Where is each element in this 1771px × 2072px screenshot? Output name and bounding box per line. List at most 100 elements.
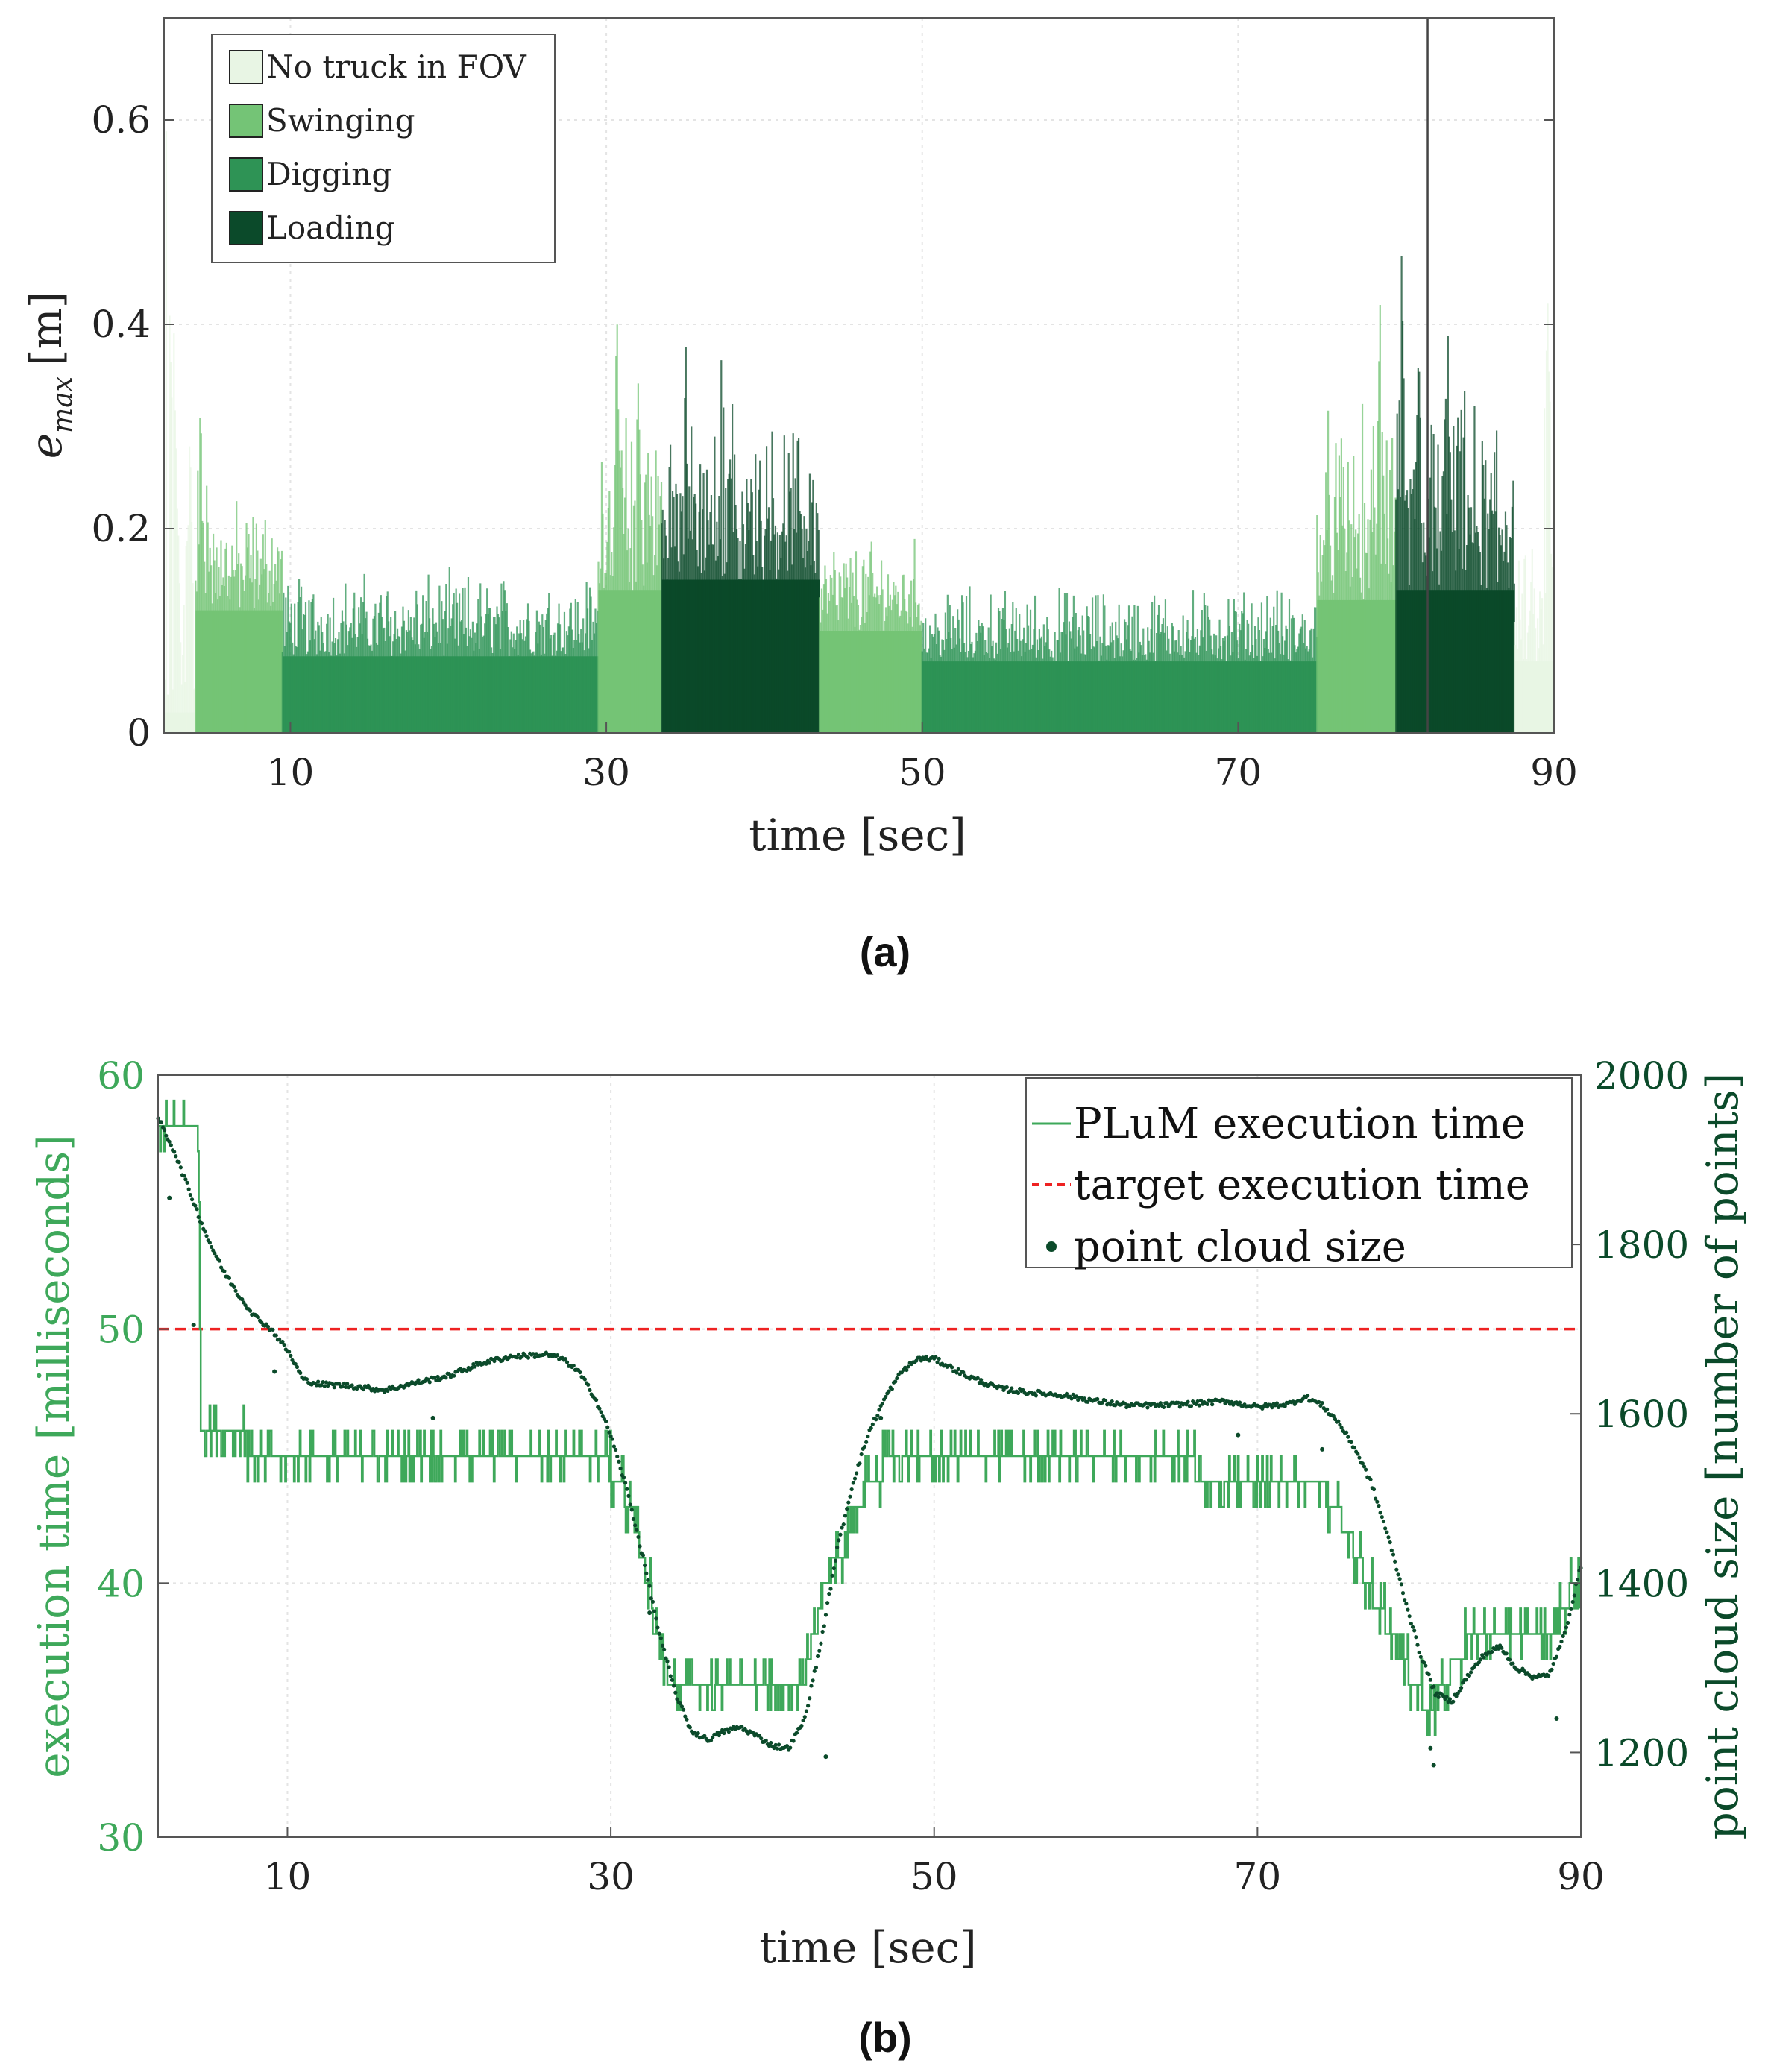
point-cloud-dot <box>809 1684 814 1688</box>
point-cloud-dot <box>814 1665 819 1670</box>
point-cloud-dot <box>702 1734 707 1738</box>
point-cloud-dot <box>823 1613 828 1617</box>
point-cloud-dot <box>332 1385 336 1390</box>
point-cloud-dot <box>759 1736 764 1741</box>
x-tick-label: 70 <box>1215 751 1262 794</box>
point-cloud-dot <box>1391 1552 1396 1557</box>
point-cloud-dot <box>1388 1540 1392 1545</box>
point-cloud-outlier <box>1554 1716 1559 1722</box>
point-cloud-dot <box>594 1398 599 1402</box>
panel-a-legend-box <box>211 34 556 263</box>
point-cloud-dot <box>326 1384 330 1388</box>
point-cloud-dot <box>784 1744 790 1748</box>
point-cloud-dot <box>1177 1405 1182 1409</box>
panel-a-caption: (a) <box>860 928 910 975</box>
legend-marker-point-cloud <box>1046 1241 1057 1252</box>
point-cloud-outlier <box>878 1415 884 1420</box>
point-cloud-dot <box>1415 1643 1420 1647</box>
point-cloud-dot <box>465 1368 469 1373</box>
point-cloud-dot <box>295 1364 300 1370</box>
point-cloud-dot <box>1364 1467 1368 1472</box>
point-cloud-dot <box>1270 1405 1274 1410</box>
point-cloud-dot <box>222 1269 227 1273</box>
point-cloud-dot <box>843 1514 848 1518</box>
point-cloud-dot <box>816 1654 820 1659</box>
point-cloud-dot <box>675 1697 679 1701</box>
point-cloud-dot <box>1407 1614 1412 1619</box>
point-cloud-dot <box>658 1636 663 1640</box>
point-cloud-dot <box>914 1358 919 1363</box>
point-cloud-outlier <box>1431 1763 1436 1768</box>
legend-label-digging: Digging <box>266 156 391 192</box>
point-cloud-dot <box>1508 1657 1512 1662</box>
point-cloud-dot <box>1410 1625 1415 1629</box>
point-cloud-dot <box>819 1641 823 1646</box>
point-cloud-dot <box>935 1360 940 1364</box>
y-tick-label-right: 1600 <box>1594 1393 1689 1436</box>
point-cloud-dot <box>427 1380 432 1385</box>
point-cloud-dot <box>586 1382 591 1387</box>
point-cloud-dot <box>643 1563 647 1568</box>
point-cloud-dot <box>196 1215 201 1220</box>
point-cloud-dot <box>256 1315 261 1320</box>
point-cloud-dot <box>740 1725 744 1729</box>
point-cloud-dot <box>1468 1670 1473 1675</box>
point-cloud-dot <box>280 1339 285 1344</box>
point-cloud-dot <box>1436 1695 1441 1699</box>
point-cloud-dot <box>319 1383 324 1388</box>
point-cloud-dot <box>203 1229 207 1234</box>
point-cloud-dot <box>937 1356 941 1361</box>
point-cloud-dot <box>473 1364 477 1369</box>
point-cloud-dot <box>859 1452 864 1457</box>
point-cloud-dot <box>840 1525 844 1530</box>
y-tick-label-left: 50 <box>97 1309 145 1352</box>
point-cloud-dot <box>820 1629 825 1634</box>
point-cloud-dot <box>211 1248 216 1253</box>
point-cloud-dot <box>1428 1678 1432 1682</box>
point-cloud-dot <box>1467 1673 1471 1678</box>
point-cloud-dot <box>711 1735 715 1739</box>
point-cloud-dot <box>164 1133 169 1138</box>
point-cloud-dot <box>722 1731 726 1736</box>
x-tick-label: 50 <box>899 751 946 794</box>
point-cloud-dot <box>1071 1392 1075 1396</box>
point-cloud-dot <box>870 1422 875 1426</box>
point-cloud-dot <box>1562 1631 1567 1635</box>
point-cloud-dot <box>720 1728 725 1732</box>
point-cloud-dot <box>851 1481 855 1485</box>
point-cloud-dot <box>265 1324 271 1329</box>
point-cloud-dot <box>1424 1663 1428 1668</box>
point-cloud-dot <box>287 1350 292 1354</box>
point-cloud-dot <box>838 1532 843 1537</box>
point-cloud-dot <box>1189 1404 1194 1408</box>
point-cloud-dot <box>1572 1593 1576 1598</box>
point-cloud-dot <box>708 1738 714 1742</box>
y-tick-label-right: 1400 <box>1594 1562 1689 1605</box>
point-cloud-dot <box>877 1408 881 1412</box>
point-cloud-dot <box>802 1715 807 1719</box>
point-cloud-dot <box>1403 1598 1407 1602</box>
y-tick-label-right: 1200 <box>1594 1731 1689 1775</box>
point-cloud-dot <box>233 1288 238 1293</box>
point-cloud-dot <box>1454 1694 1459 1698</box>
point-cloud-dot <box>1377 1504 1381 1508</box>
panel-a-error-bars <box>163 18 1555 733</box>
point-cloud-dot <box>678 1701 682 1706</box>
point-cloud-dot <box>240 1297 245 1302</box>
point-cloud-dot <box>1010 1386 1014 1391</box>
point-cloud-dot <box>316 1379 321 1384</box>
point-cloud-dot <box>571 1363 576 1368</box>
point-cloud-dot <box>890 1387 894 1391</box>
point-cloud-dot <box>1339 1426 1344 1430</box>
point-cloud-dot <box>1432 1684 1436 1689</box>
point-cloud-dot <box>159 1120 163 1124</box>
panel-b-x-axis-label: time [sec] <box>759 1922 976 1973</box>
point-cloud-dot <box>772 1745 776 1751</box>
point-cloud-dot <box>1380 1514 1384 1520</box>
point-cloud-dot <box>1375 1499 1380 1504</box>
x-tick-label: 10 <box>264 1855 312 1898</box>
point-cloud-dot <box>949 1365 954 1370</box>
point-cloud-dot <box>193 1203 198 1208</box>
point-cloud-outlier <box>272 1369 277 1374</box>
point-cloud-dot <box>1074 1394 1079 1399</box>
